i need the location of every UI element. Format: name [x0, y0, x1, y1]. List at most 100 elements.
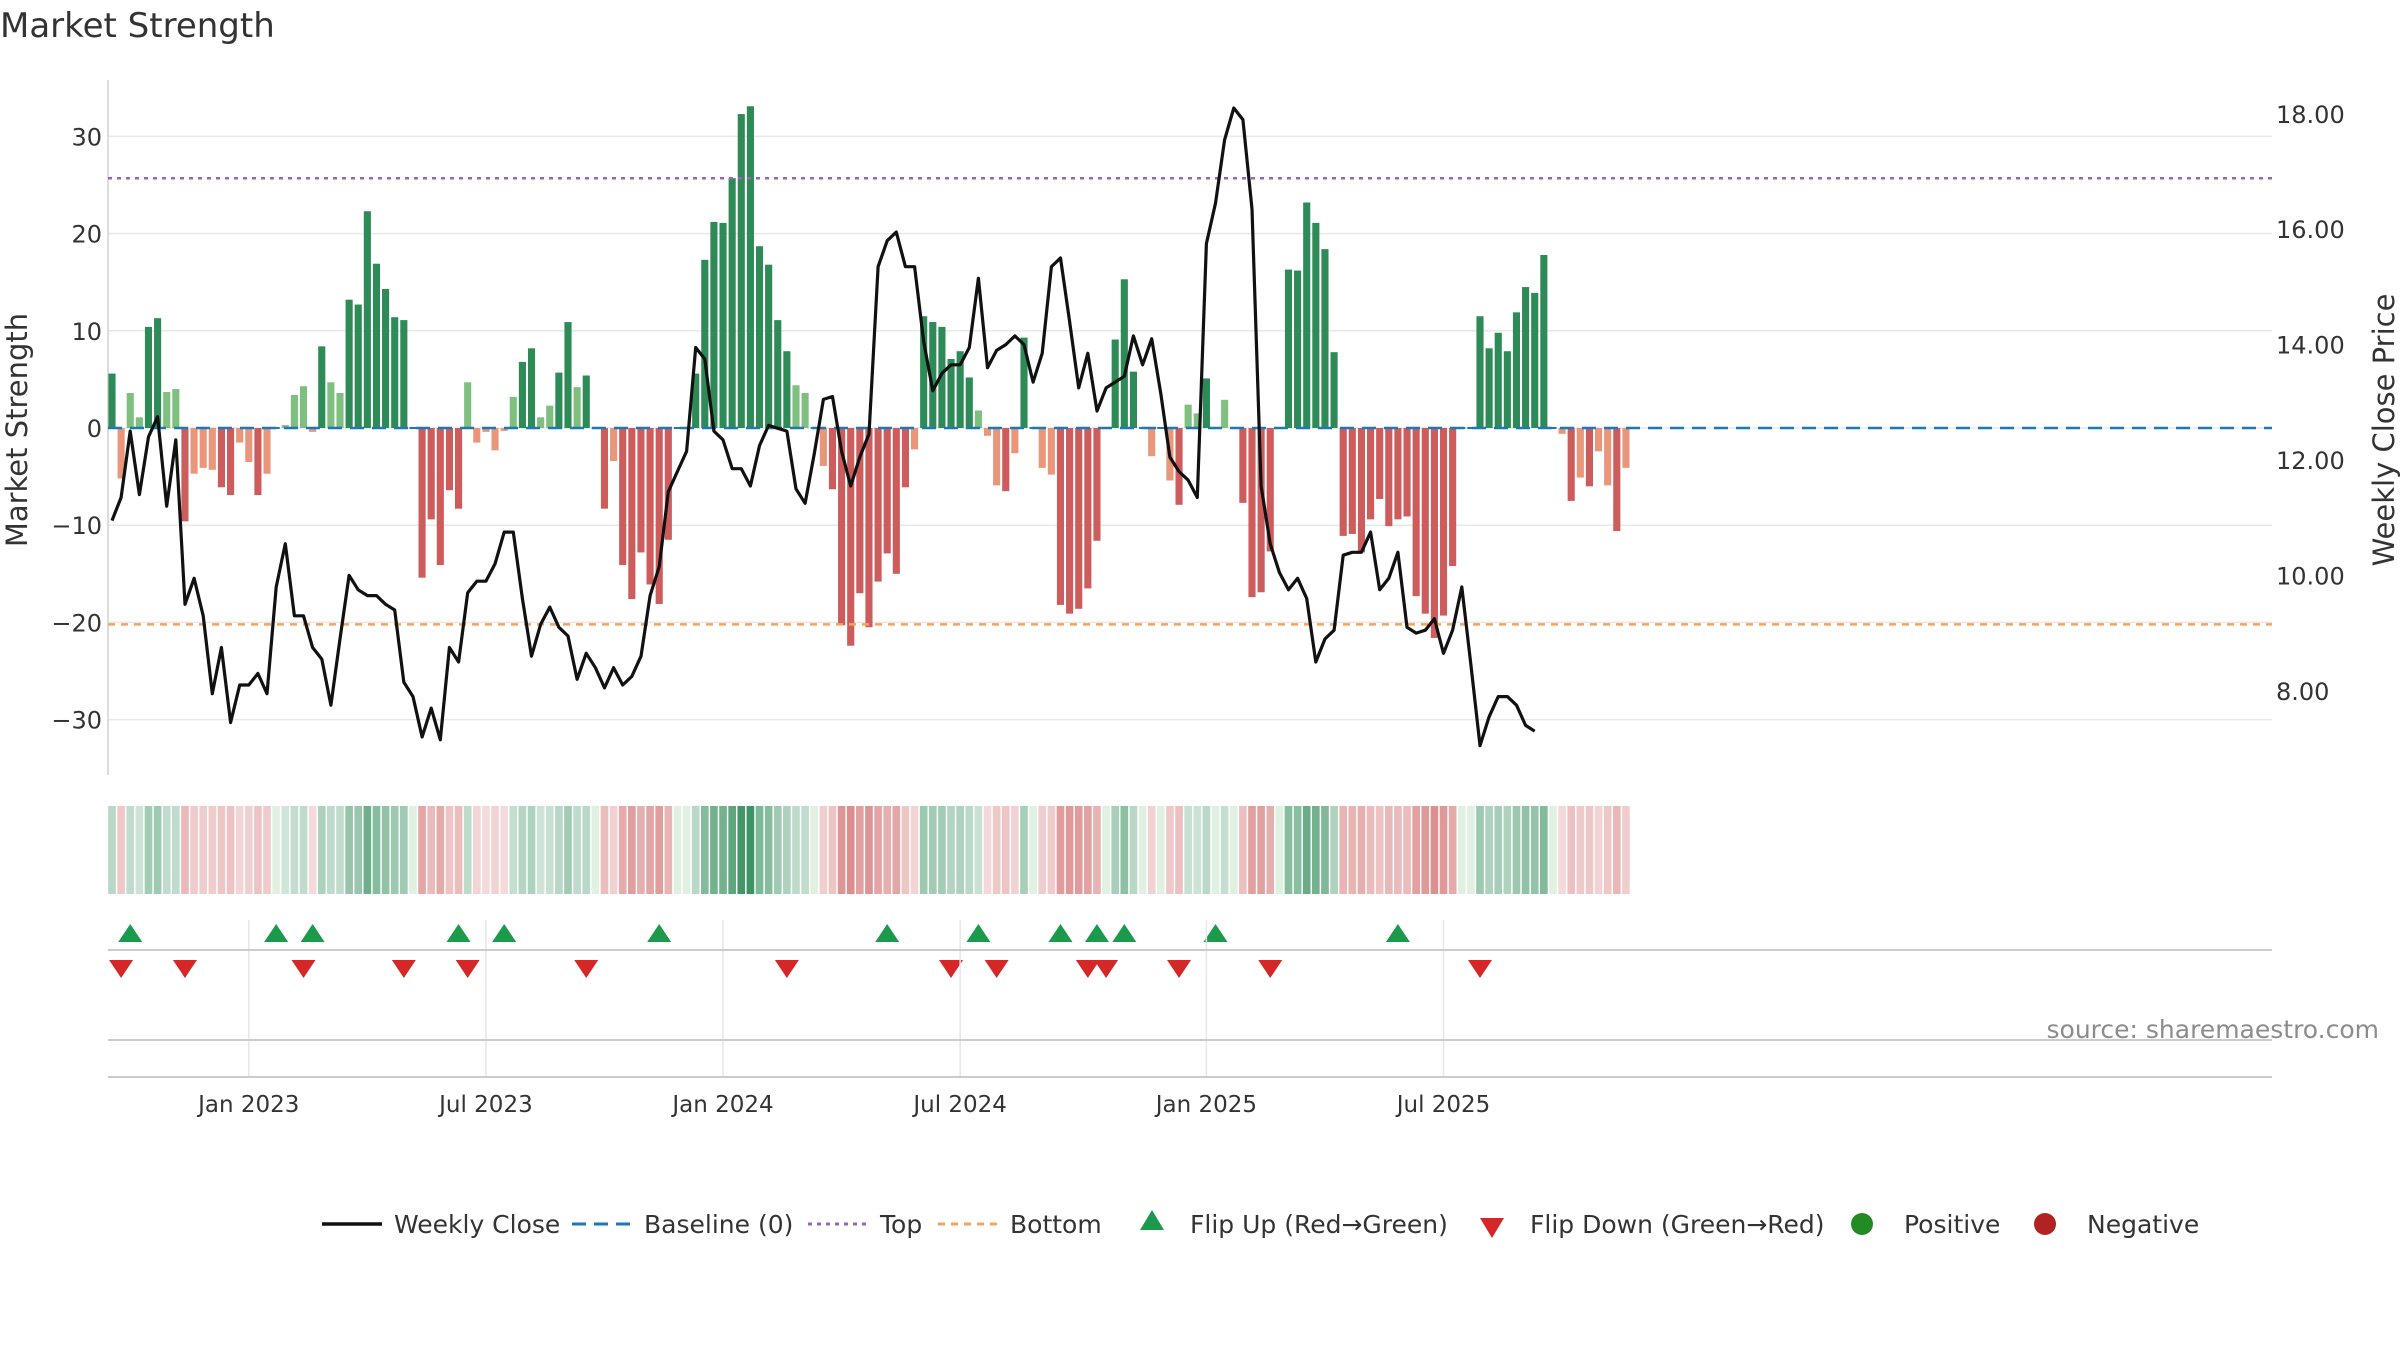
heat-cell	[1175, 806, 1183, 894]
heat-cell	[400, 806, 408, 894]
legend-label: Baseline (0)	[644, 1210, 793, 1239]
strength-bar	[828, 428, 837, 490]
heat-cell	[418, 806, 426, 894]
flip-down-marker	[109, 960, 134, 978]
strength-bar	[299, 386, 308, 428]
strength-bar	[1075, 428, 1083, 609]
strength-bar	[920, 316, 928, 428]
strength-bar	[272, 427, 280, 429]
strength-bar	[1084, 428, 1092, 589]
strength-bar	[391, 317, 399, 428]
heat-cell	[1248, 806, 1256, 894]
strength-bar	[1585, 428, 1593, 487]
heat-cell	[1047, 806, 1056, 894]
heat-cell	[153, 806, 162, 894]
heat-cell	[746, 806, 755, 894]
strength-bar	[1503, 351, 1511, 428]
strength-bar	[1613, 428, 1621, 532]
strength-bar	[1595, 428, 1603, 452]
legend-swatch-flip-down	[1480, 1218, 1504, 1238]
strength-bar	[1522, 287, 1530, 428]
strength-bar	[1066, 428, 1074, 614]
strength-bar	[1549, 427, 1557, 429]
strength-bar	[1348, 428, 1356, 534]
strength-bar	[1056, 428, 1065, 605]
y-tick-label-right: 10.00	[2276, 562, 2345, 590]
heat-cell	[892, 806, 901, 894]
strength-bar	[190, 428, 198, 474]
heat-cell	[1129, 806, 1138, 894]
strength-bar	[1421, 428, 1429, 614]
strength-bar	[856, 428, 864, 594]
strength-bar	[819, 428, 827, 466]
heat-cell	[244, 806, 253, 894]
strength-bar	[509, 396, 517, 428]
strength-bar	[500, 428, 508, 431]
strength-bar	[1221, 399, 1229, 428]
strength-bar	[1494, 332, 1502, 428]
strength-bar	[1284, 269, 1293, 428]
heat-cell	[764, 806, 773, 894]
heat-cell	[509, 806, 518, 894]
strength-bar	[1567, 428, 1575, 501]
strength-bar	[801, 393, 809, 428]
strength-bar	[883, 428, 891, 554]
strength-bar	[1385, 428, 1393, 527]
heat-cell	[545, 806, 554, 894]
heat-cell	[372, 806, 381, 894]
heat-cell	[126, 806, 135, 894]
x-tick-label: Jul 2023	[437, 1092, 533, 1118]
flip-down-marker	[172, 960, 197, 978]
flip-down-marker	[939, 960, 964, 978]
heat-cell	[801, 806, 809, 894]
flip-up-marker	[492, 924, 517, 942]
strength-bar	[482, 428, 490, 432]
heat-cell	[1065, 806, 1074, 894]
y-tick-label-left: 0	[87, 415, 102, 443]
heat-cell	[737, 806, 746, 894]
strength-bar	[993, 428, 1001, 486]
heat-cell	[1549, 806, 1557, 894]
strength-bar	[263, 428, 271, 474]
heat-cell	[956, 806, 964, 894]
heat-cell	[1156, 806, 1165, 894]
heat-cell	[1011, 806, 1019, 894]
x-tick-label: Jan 2023	[196, 1092, 299, 1118]
y-axis-ticks-left: 30 20 10 0 −10 −20 −30	[51, 123, 102, 734]
heat-cell	[390, 806, 399, 894]
strength-bar	[436, 428, 444, 566]
heat-cell	[1020, 806, 1028, 894]
heat-cell	[564, 806, 572, 894]
heat-cell	[719, 806, 727, 894]
strength-bar	[254, 428, 262, 496]
strength-bar	[1184, 404, 1192, 428]
flip-up-marker	[1112, 924, 1137, 942]
strength-bar	[354, 304, 362, 428]
heat-cell	[108, 806, 116, 894]
strength-bar	[318, 346, 326, 428]
strength-bar	[664, 428, 672, 540]
flip-down-marker	[291, 960, 316, 978]
y-tick-label-left: 30	[71, 123, 102, 151]
strength-bar	[108, 373, 116, 428]
heat-cell	[272, 806, 280, 894]
flip-up-marker	[264, 924, 289, 942]
heat-cell	[1202, 806, 1211, 894]
heat-cell	[1622, 806, 1630, 894]
strength-bar	[737, 114, 745, 428]
heat-cell	[1530, 806, 1539, 894]
heat-cell	[1211, 806, 1220, 894]
heat-cell	[874, 806, 882, 894]
heat-cell	[1138, 806, 1147, 894]
heat-cell	[217, 806, 226, 894]
strength-bar	[1148, 428, 1156, 457]
heat-cell	[463, 806, 472, 894]
heat-cell	[254, 806, 262, 894]
flip-up-marker	[446, 924, 471, 942]
strength-bar	[1038, 428, 1046, 468]
strength-bar	[1622, 428, 1630, 468]
strength-bar	[582, 375, 590, 428]
strength-bar	[1248, 428, 1256, 598]
strength-bar	[327, 382, 335, 428]
strength-bar	[783, 351, 791, 428]
